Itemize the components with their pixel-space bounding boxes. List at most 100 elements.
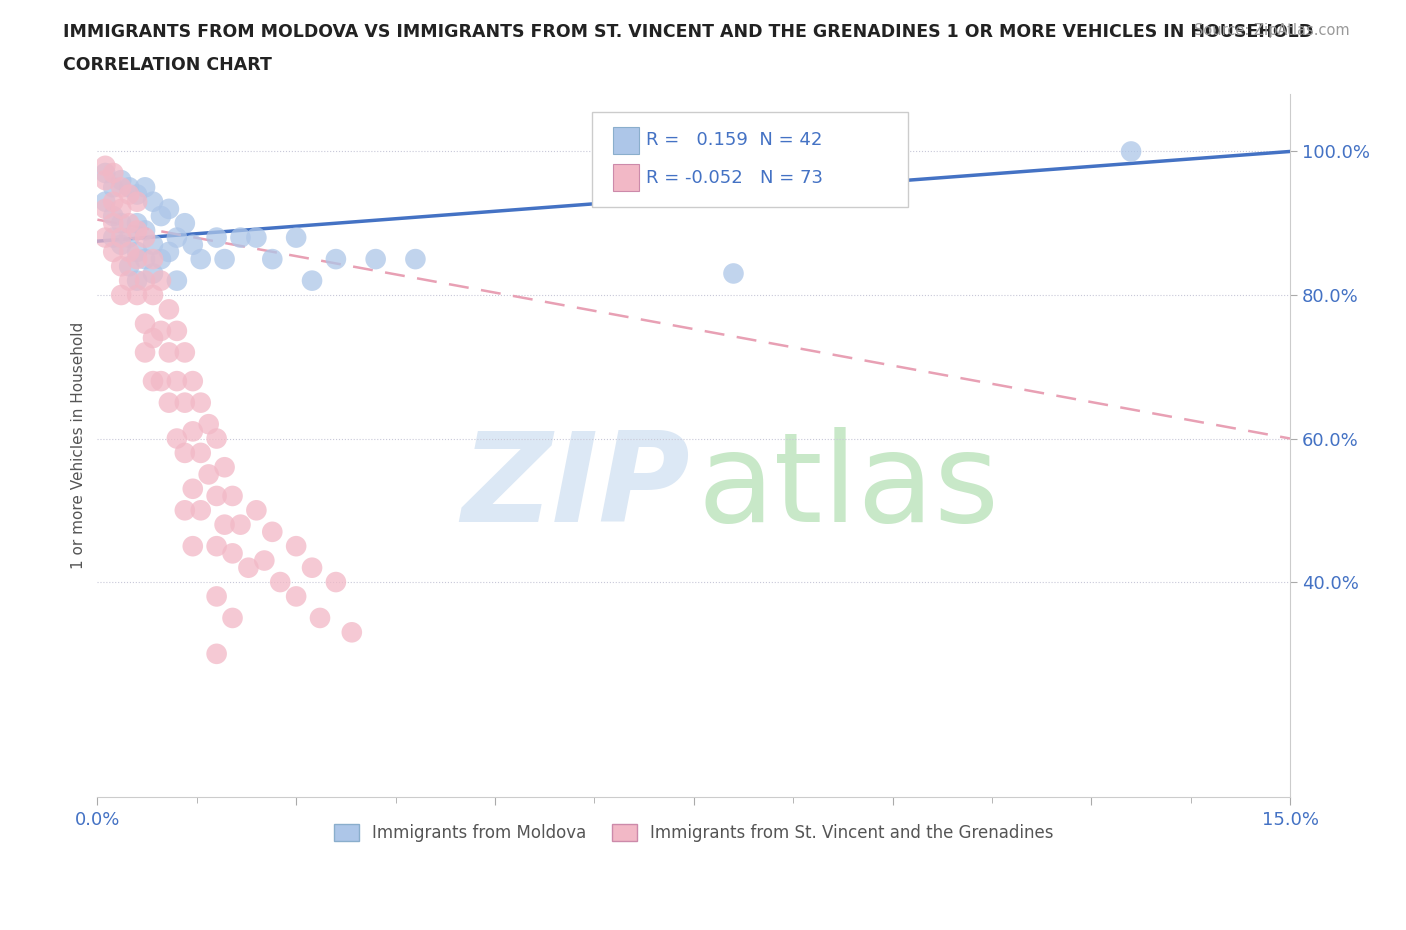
Point bbox=[325, 575, 347, 590]
Point bbox=[166, 374, 188, 389]
Point bbox=[181, 482, 204, 497]
Point bbox=[134, 252, 156, 267]
Point bbox=[94, 230, 117, 245]
Point bbox=[364, 252, 387, 267]
Point bbox=[166, 324, 188, 339]
Point bbox=[94, 166, 117, 180]
Point bbox=[190, 503, 212, 518]
Point bbox=[142, 252, 165, 267]
Point bbox=[301, 273, 323, 288]
Point bbox=[214, 252, 236, 267]
Point bbox=[103, 194, 125, 209]
Point bbox=[110, 230, 132, 245]
Bar bbox=[613, 127, 638, 153]
Point bbox=[110, 216, 132, 231]
Point bbox=[285, 230, 308, 245]
Point bbox=[214, 459, 236, 474]
Point bbox=[127, 194, 149, 209]
Point bbox=[262, 525, 284, 539]
Point bbox=[118, 179, 141, 194]
Point bbox=[181, 538, 204, 553]
Point bbox=[134, 223, 156, 238]
Point bbox=[157, 302, 180, 317]
Point bbox=[142, 287, 165, 302]
Point bbox=[181, 374, 204, 389]
Point bbox=[205, 488, 228, 503]
Y-axis label: 1 or more Vehicles in Household: 1 or more Vehicles in Household bbox=[72, 322, 86, 569]
Point bbox=[142, 331, 165, 346]
Point bbox=[190, 252, 212, 267]
Point bbox=[134, 316, 156, 331]
Point bbox=[205, 646, 228, 661]
Point bbox=[229, 517, 252, 532]
Point bbox=[94, 158, 117, 173]
Point bbox=[127, 223, 149, 238]
Point bbox=[269, 575, 291, 590]
Point bbox=[118, 245, 141, 259]
Point bbox=[723, 266, 745, 281]
Point bbox=[245, 230, 267, 245]
Text: Source: ZipAtlas.com: Source: ZipAtlas.com bbox=[1194, 23, 1350, 38]
Point bbox=[173, 445, 195, 460]
Point bbox=[340, 625, 363, 640]
Point bbox=[190, 395, 212, 410]
Point bbox=[205, 589, 228, 604]
Point bbox=[127, 245, 149, 259]
Point bbox=[285, 538, 308, 553]
Point bbox=[110, 287, 132, 302]
Point bbox=[103, 216, 125, 231]
Point bbox=[103, 166, 125, 180]
Point bbox=[166, 432, 188, 446]
Point bbox=[127, 252, 149, 267]
Point bbox=[134, 273, 156, 288]
Bar bbox=[613, 165, 638, 191]
Point bbox=[118, 216, 141, 231]
Point bbox=[149, 273, 172, 288]
Point bbox=[166, 230, 188, 245]
Point bbox=[149, 324, 172, 339]
Point bbox=[127, 216, 149, 231]
Point bbox=[229, 230, 252, 245]
Point bbox=[197, 417, 219, 432]
Point bbox=[110, 173, 132, 188]
Text: R =   0.159  N = 42: R = 0.159 N = 42 bbox=[645, 131, 823, 150]
Point bbox=[142, 374, 165, 389]
Point bbox=[181, 424, 204, 439]
Point bbox=[134, 345, 156, 360]
Text: IMMIGRANTS FROM MOLDOVA VS IMMIGRANTS FROM ST. VINCENT AND THE GRENADINES 1 OR M: IMMIGRANTS FROM MOLDOVA VS IMMIGRANTS FR… bbox=[63, 23, 1313, 41]
Point bbox=[253, 553, 276, 568]
Point bbox=[94, 202, 117, 217]
Point bbox=[118, 230, 141, 245]
Point bbox=[1119, 144, 1142, 159]
Point bbox=[221, 546, 243, 561]
Point bbox=[166, 273, 188, 288]
Point bbox=[325, 252, 347, 267]
Point bbox=[142, 266, 165, 281]
Point bbox=[157, 245, 180, 259]
Point bbox=[118, 273, 141, 288]
Point bbox=[118, 259, 141, 273]
Point bbox=[110, 179, 132, 194]
Point bbox=[110, 237, 132, 252]
Point bbox=[94, 194, 117, 209]
Point bbox=[157, 395, 180, 410]
Point bbox=[94, 173, 117, 188]
FancyBboxPatch shape bbox=[592, 112, 908, 206]
Point bbox=[301, 560, 323, 575]
Text: atlas: atlas bbox=[697, 428, 1000, 549]
Point bbox=[142, 237, 165, 252]
Point bbox=[149, 252, 172, 267]
Point bbox=[149, 374, 172, 389]
Point bbox=[103, 245, 125, 259]
Point bbox=[103, 208, 125, 223]
Point bbox=[149, 208, 172, 223]
Point bbox=[157, 345, 180, 360]
Text: R = -0.052   N = 73: R = -0.052 N = 73 bbox=[645, 168, 823, 187]
Point bbox=[205, 432, 228, 446]
Point bbox=[221, 488, 243, 503]
Text: CORRELATION CHART: CORRELATION CHART bbox=[63, 56, 273, 73]
Point bbox=[110, 259, 132, 273]
Point bbox=[181, 237, 204, 252]
Point bbox=[127, 187, 149, 202]
Point bbox=[404, 252, 426, 267]
